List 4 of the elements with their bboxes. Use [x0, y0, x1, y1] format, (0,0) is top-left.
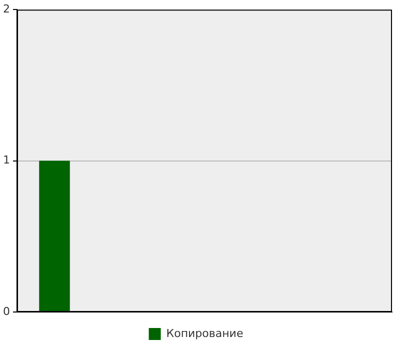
y-tick-label: 1	[3, 154, 10, 167]
y-tick-label: 0	[3, 304, 10, 318]
legend-label: Копирование	[166, 326, 244, 340]
y-tick-label: 2	[3, 2, 10, 16]
